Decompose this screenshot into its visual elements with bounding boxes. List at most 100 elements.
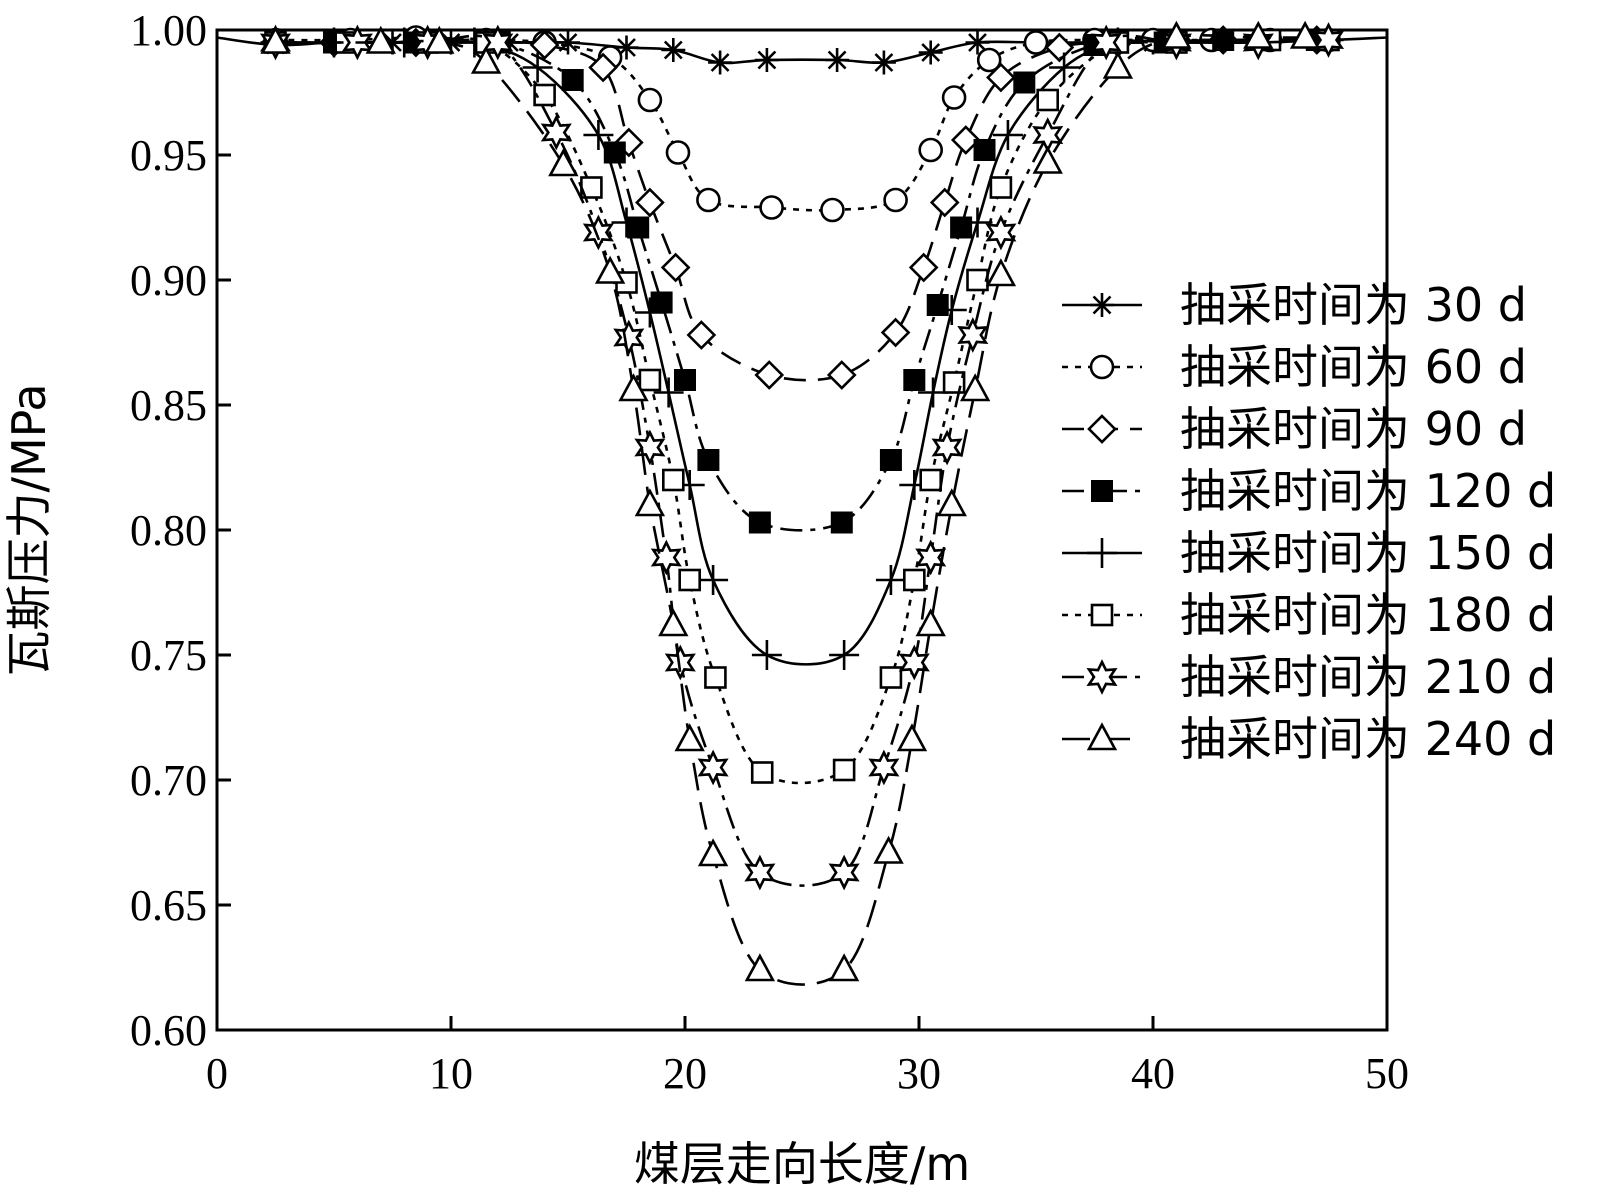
series-line [275, 38, 1317, 532]
data-point [931, 429, 963, 466]
legend-item: 抽采时间为 240 d [1062, 712, 1556, 766]
data-point [750, 761, 774, 784]
data-point [830, 511, 853, 534]
data-point [918, 137, 944, 163]
data-point [470, 45, 502, 74]
data-point [674, 723, 705, 752]
data-point [879, 666, 903, 689]
data-point [744, 953, 776, 982]
data-point [828, 953, 860, 982]
data-point [985, 258, 1017, 287]
data-point [698, 565, 729, 595]
data-point [880, 317, 911, 348]
data-point [533, 83, 556, 107]
y-tick-label: 0.70 [130, 756, 207, 805]
data-point [1312, 22, 1345, 58]
data-point [751, 640, 782, 670]
data-point [936, 295, 967, 325]
data-point [966, 268, 989, 292]
data-point [883, 187, 908, 213]
series-line [275, 37, 1329, 785]
legend-label: 抽采时间为 180 d [1180, 588, 1556, 642]
series-line [275, 38, 1317, 382]
data-point [708, 50, 733, 75]
data-point [638, 368, 662, 392]
data-point [634, 488, 666, 517]
legend-marker [1090, 293, 1114, 317]
legend-marker [1091, 480, 1113, 502]
data-point [828, 854, 860, 891]
x-tick-label: 0 [206, 1049, 228, 1098]
series-8 [260, 20, 1321, 986]
data-point [957, 317, 989, 353]
data-point [915, 608, 946, 637]
data-point [744, 854, 776, 891]
data-point [903, 568, 926, 592]
data-point [635, 187, 665, 218]
data-point [973, 139, 996, 161]
data-point [704, 666, 727, 689]
series-7 [259, 22, 1345, 891]
data-point [825, 48, 850, 72]
data-point [696, 187, 721, 213]
data-point [548, 148, 579, 177]
y-axis-title: 瓦斯压力/MPa [2, 383, 56, 676]
data-point [618, 373, 649, 402]
data-point [686, 320, 717, 350]
data-point [908, 252, 939, 283]
legend-item: 抽采时间为 60 d [1062, 340, 1527, 394]
data-point [529, 30, 560, 60]
data-point [942, 371, 966, 394]
legend-label: 抽采时间为 120 d [1180, 464, 1556, 518]
series-4 [264, 29, 1328, 534]
data-point [658, 608, 689, 637]
data-point [588, 52, 618, 83]
legend-marker [1087, 538, 1117, 568]
y-tick-label: 0.75 [130, 631, 207, 680]
data-point [661, 38, 686, 62]
data-point [962, 207, 993, 238]
data-point [678, 568, 701, 592]
data-point [936, 488, 967, 517]
x-tick-label: 30 [897, 1049, 941, 1098]
data-point [665, 140, 691, 165]
legend: 抽采时间为 30 d 抽采时间为 60 d 抽采时间为 90 d 抽采时间为 120 … [1062, 278, 1556, 766]
x-tick-label: 10 [429, 1049, 473, 1098]
legend-item: 抽采时间为 150 d [1062, 526, 1556, 580]
data-point [1090, 24, 1122, 61]
data-point [697, 449, 720, 471]
data-point [365, 25, 396, 54]
data-point [1032, 145, 1063, 174]
data-point [611, 207, 642, 238]
data-point [929, 187, 960, 218]
data-point [950, 125, 981, 155]
data-point [697, 838, 729, 867]
legend-label: 抽采时间为 60 d [1180, 340, 1527, 394]
data-point [650, 539, 682, 576]
y-tick-label: 0.85 [130, 381, 207, 430]
data-point [868, 749, 900, 786]
x-tick-label: 50 [1365, 1049, 1409, 1098]
data-point [634, 429, 666, 466]
data-point [879, 449, 902, 471]
x-tick-label: 40 [1131, 1049, 1175, 1098]
data-point [1102, 50, 1134, 79]
data-point [985, 214, 1017, 251]
x-tick-label: 20 [663, 1049, 707, 1098]
data-point [986, 62, 1016, 93]
legend-marker [1090, 603, 1114, 627]
data-point [871, 50, 896, 75]
data-point [965, 30, 990, 55]
series-line [275, 36, 1329, 212]
legend-marker [1087, 414, 1117, 444]
data-point [959, 373, 991, 402]
series-line [275, 33, 1306, 986]
y-tick-label: 0.65 [130, 881, 207, 930]
data-point [748, 511, 771, 534]
data-point [919, 468, 943, 492]
data-point [896, 723, 928, 752]
y-tick-label: 0.60 [130, 1006, 207, 1055]
legend-item: 抽采时间为 120 d [1062, 464, 1556, 518]
data-point [759, 195, 784, 220]
legend-item: 抽采时间为 210 d [1062, 650, 1556, 704]
